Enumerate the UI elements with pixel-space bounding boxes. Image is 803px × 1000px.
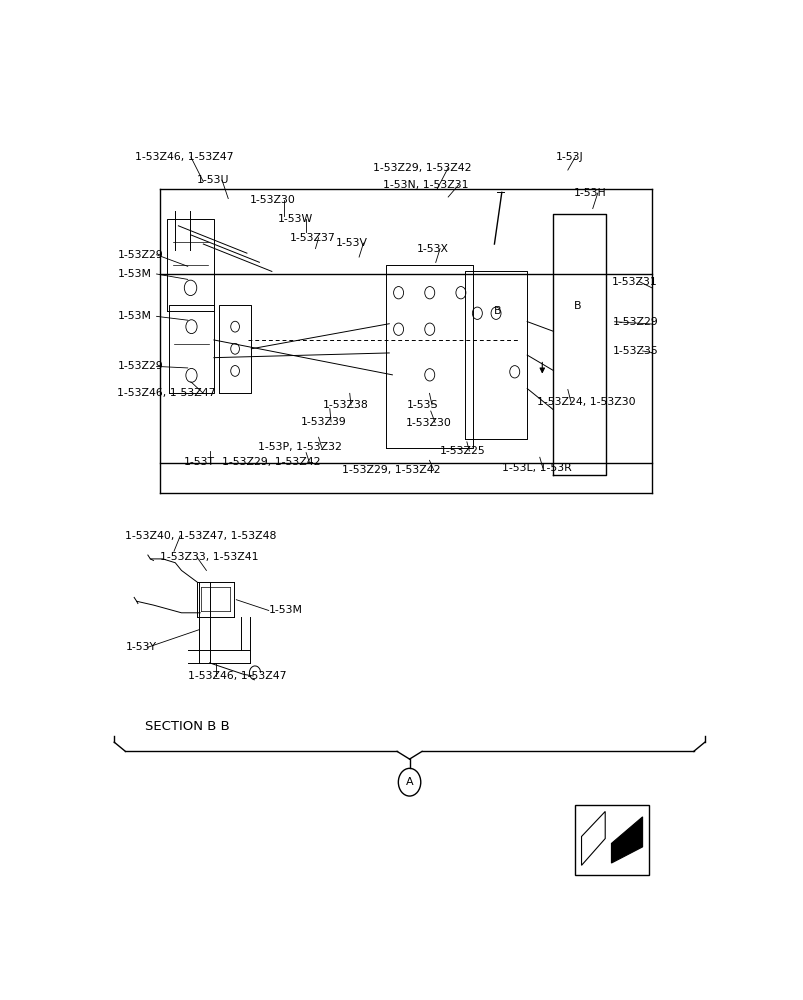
Text: 1-53Y: 1-53Y xyxy=(125,642,157,652)
Text: 1-53S: 1-53S xyxy=(406,400,438,410)
Text: 1-53M: 1-53M xyxy=(117,269,151,279)
Text: 1-53Z39: 1-53Z39 xyxy=(301,417,346,427)
Text: 1-53Z31: 1-53Z31 xyxy=(610,277,656,287)
Text: 1-53Z29, 1-53Z42: 1-53Z29, 1-53Z42 xyxy=(222,457,320,467)
Polygon shape xyxy=(581,811,605,865)
Text: 1-53Z37: 1-53Z37 xyxy=(289,233,335,243)
Text: 1-53M: 1-53M xyxy=(268,605,303,615)
Text: 1-53Z29: 1-53Z29 xyxy=(612,317,658,327)
Text: 1-53Z30: 1-53Z30 xyxy=(406,418,451,428)
Text: 1-53P, 1-53Z32: 1-53P, 1-53Z32 xyxy=(257,442,341,452)
Text: 1-53W: 1-53W xyxy=(278,214,313,224)
Text: 1-53Z25: 1-53Z25 xyxy=(439,446,485,456)
Text: 1-53X: 1-53X xyxy=(417,244,449,254)
Text: 1-53L, 1-53R: 1-53L, 1-53R xyxy=(502,463,572,473)
Text: 1-53Z33, 1-53Z41: 1-53Z33, 1-53Z41 xyxy=(160,552,258,562)
Text: 1-53Z40, 1-53Z47, 1-53Z48: 1-53Z40, 1-53Z47, 1-53Z48 xyxy=(125,531,276,541)
Text: B: B xyxy=(494,306,501,316)
Text: 1-53Z38: 1-53Z38 xyxy=(322,400,368,410)
Polygon shape xyxy=(610,817,642,863)
Text: 1-53N, 1-53Z31: 1-53N, 1-53Z31 xyxy=(383,180,468,190)
Text: 1-53V: 1-53V xyxy=(336,238,368,248)
Text: 1-53M: 1-53M xyxy=(117,311,151,321)
Text: 1-53Z29: 1-53Z29 xyxy=(117,250,163,260)
Bar xyxy=(575,805,648,875)
Text: 1-53H: 1-53H xyxy=(573,188,606,198)
Text: 1-53Z30: 1-53Z30 xyxy=(250,195,296,205)
Text: 1-53Z46, 1-53Z47: 1-53Z46, 1-53Z47 xyxy=(117,388,215,398)
Text: 1-53Z29: 1-53Z29 xyxy=(117,361,163,371)
Text: 1-53J: 1-53J xyxy=(555,152,582,162)
Text: 1-53Z46, 1-53Z47: 1-53Z46, 1-53Z47 xyxy=(135,152,233,162)
Text: 1-53Z29, 1-53Z42: 1-53Z29, 1-53Z42 xyxy=(342,465,440,475)
Text: 1-53Z24, 1-53Z30: 1-53Z24, 1-53Z30 xyxy=(536,397,634,407)
Text: 1-53U: 1-53U xyxy=(197,175,230,185)
Text: 1-53T: 1-53T xyxy=(183,457,214,467)
Text: 1-53Z46, 1-53Z47: 1-53Z46, 1-53Z47 xyxy=(188,671,286,681)
Text: 1-53Z29, 1-53Z42: 1-53Z29, 1-53Z42 xyxy=(373,163,471,173)
Text: A: A xyxy=(406,777,413,787)
Text: SECTION B B: SECTION B B xyxy=(145,720,230,733)
Text: 1-53Z35: 1-53Z35 xyxy=(612,346,658,356)
Text: B: B xyxy=(573,301,581,311)
